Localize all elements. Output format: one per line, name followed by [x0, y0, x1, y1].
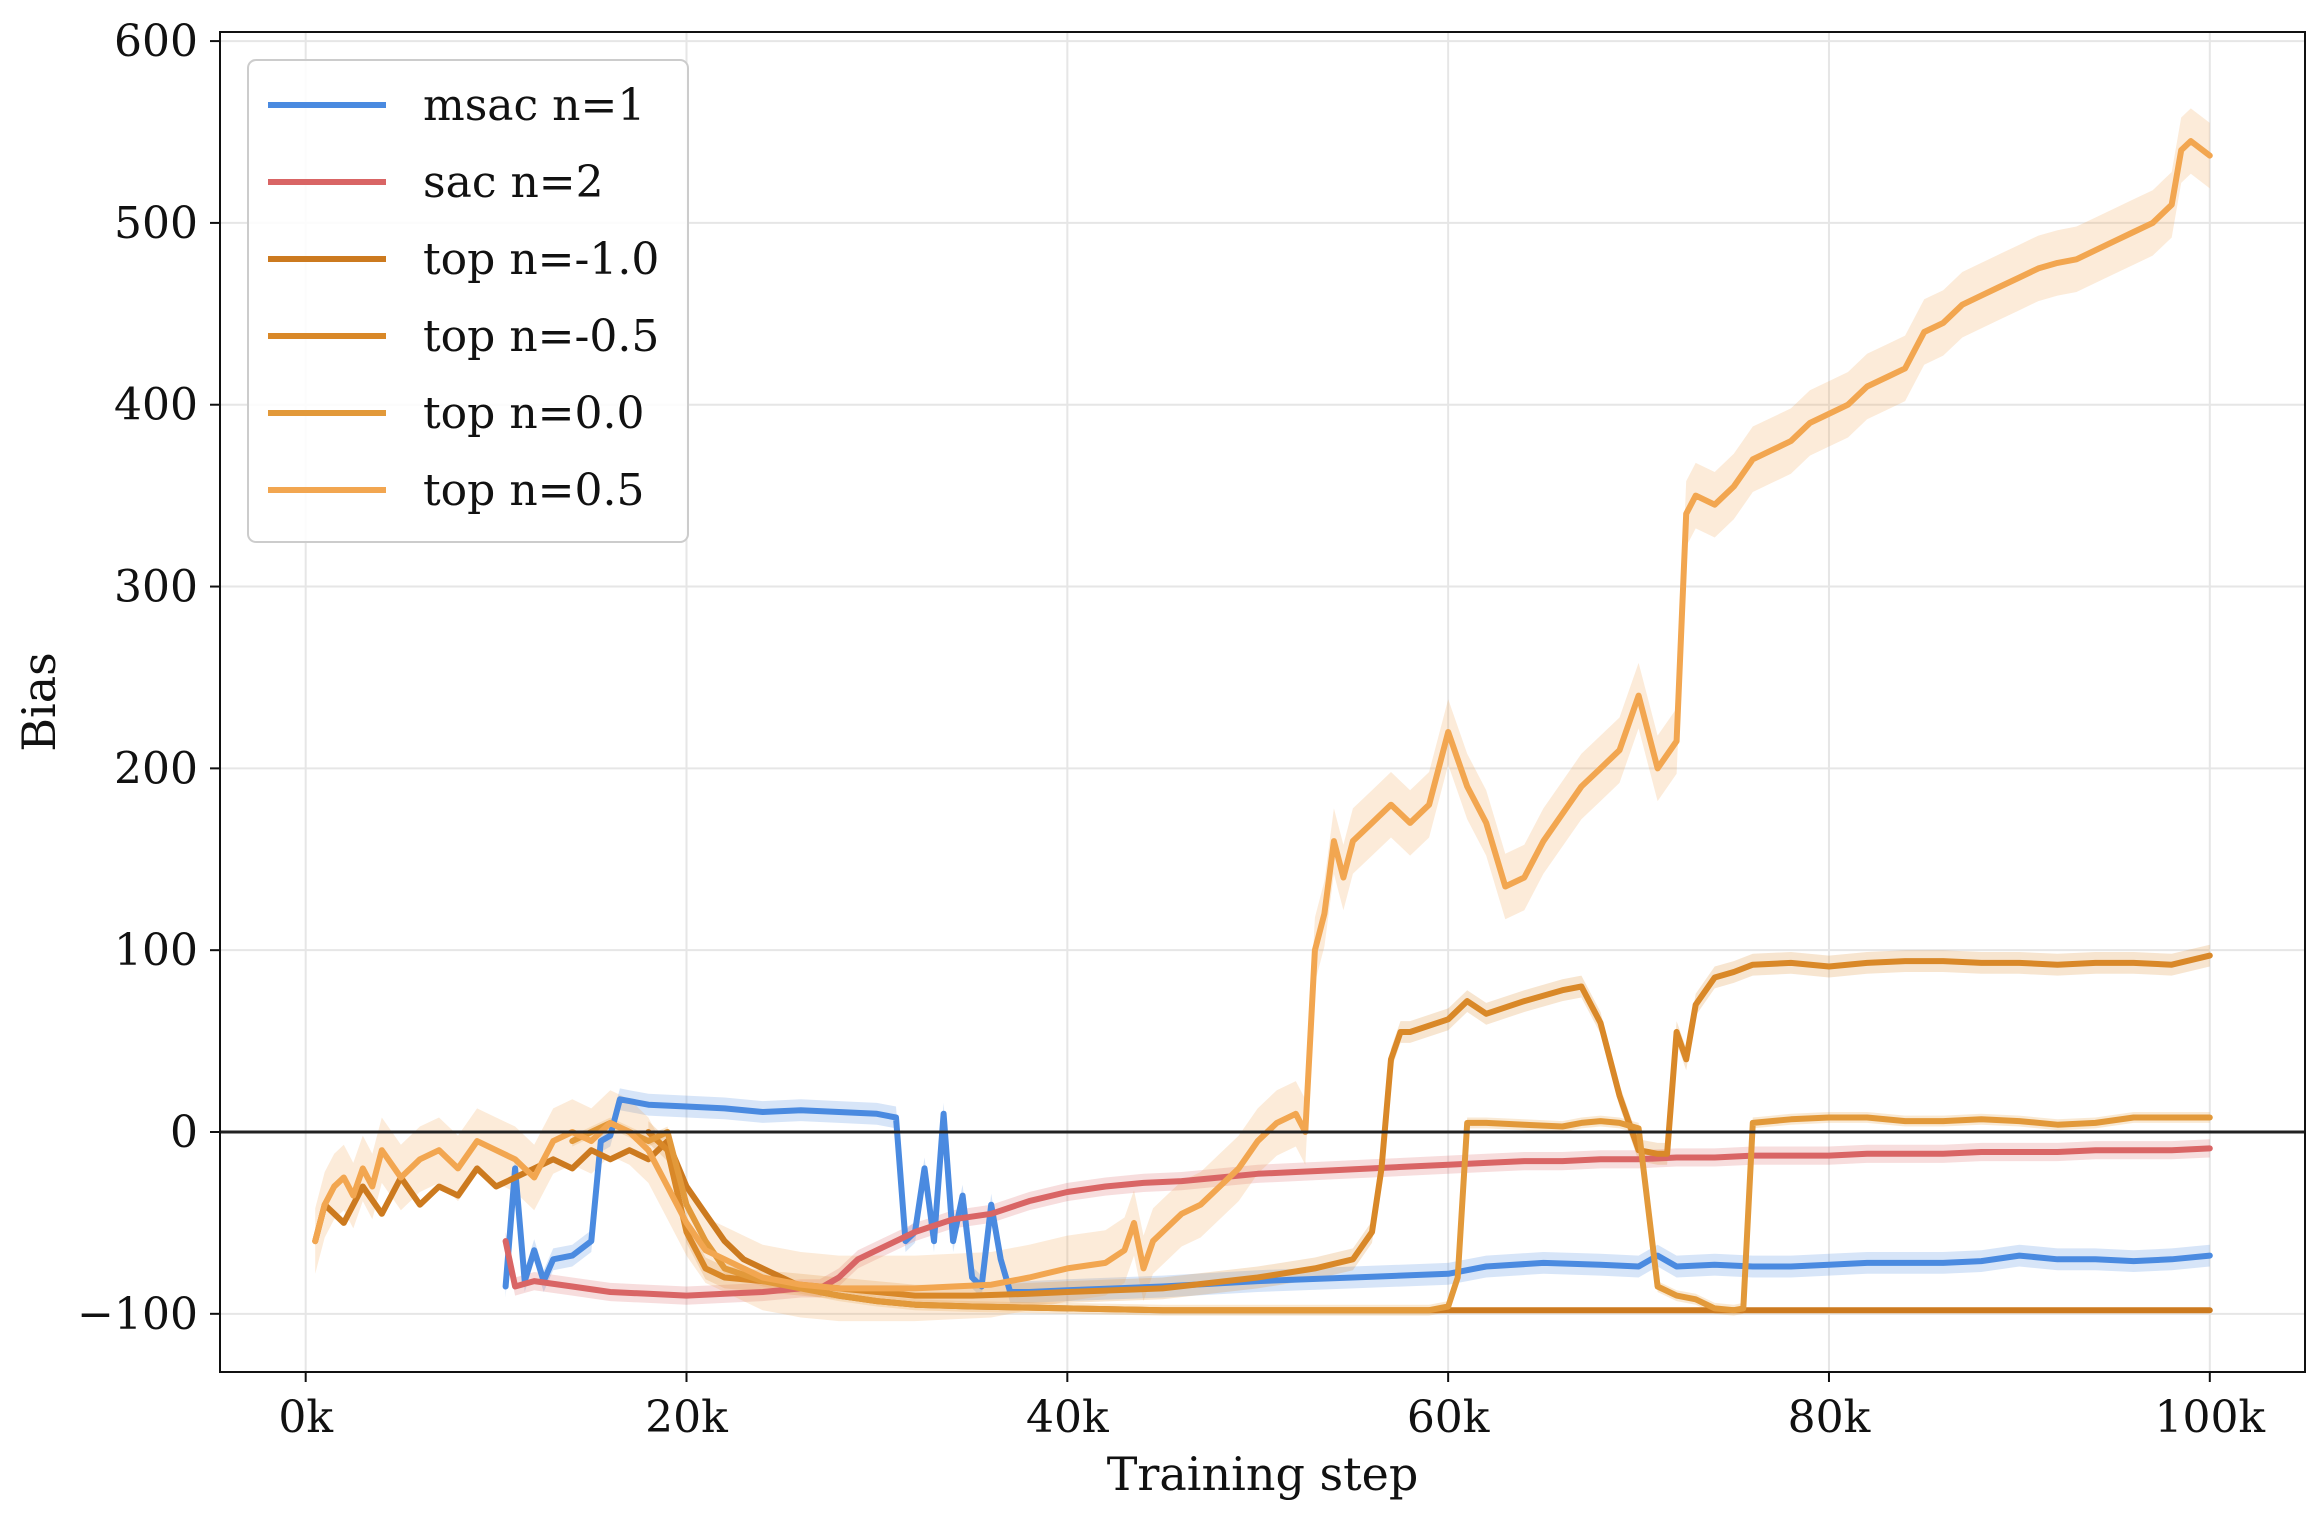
x-tick-label: 0k [278, 1392, 333, 1443]
x-tick-label: 60k [1407, 1392, 1490, 1443]
y-tick-label: 600 [114, 16, 198, 67]
y-tick-label: 0 [170, 1107, 198, 1158]
series-line [569, 1114, 2213, 1314]
y-tick-label: −100 [77, 1289, 198, 1340]
legend-label: sac n=2 [423, 157, 604, 208]
legend-label: top n=0.5 [423, 465, 645, 516]
legend-label: msac n=1 [423, 80, 645, 131]
legend-label: top n=-0.5 [423, 311, 659, 362]
legend-label: top n=0.0 [423, 388, 645, 439]
series-line [312, 1138, 2213, 1314]
series-lines [312, 138, 2213, 1314]
y-tick-label: 200 [114, 743, 198, 794]
x-tick-label: 20k [645, 1392, 728, 1443]
series-line [312, 138, 2213, 1292]
plot-frame [219, 31, 2306, 1373]
series-line [502, 1145, 2213, 1299]
series-band [505, 1139, 2210, 1305]
series-line [645, 952, 2213, 1299]
y-tick-label: 400 [114, 380, 198, 431]
series-line [502, 1096, 2213, 1295]
confidence-bands [315, 108, 2210, 1322]
x-tick-label: 80k [1788, 1392, 1871, 1443]
y-tick-label: 100 [114, 925, 198, 976]
series-band [648, 944, 2210, 1307]
x-axis-title: Training step [1107, 1447, 1419, 1501]
legend: msac n=1 sac n=2 top n=-1.0 top n=-0.5 top n… [247, 59, 689, 543]
axis-ticks: 0k 20k 40k 60k 80k 100k −100 0 100 200 300 400 500 60… [77, 16, 2265, 1443]
y-tick-label: 300 [114, 562, 198, 613]
x-tick-label: 100k [2154, 1392, 2265, 1443]
y-tick-label: 500 [114, 198, 198, 249]
y-axis-title: Bias [12, 652, 66, 752]
x-tick-label: 40k [1026, 1392, 1109, 1443]
series-band [505, 1088, 2210, 1303]
legend-label: top n=-1.0 [423, 234, 659, 285]
